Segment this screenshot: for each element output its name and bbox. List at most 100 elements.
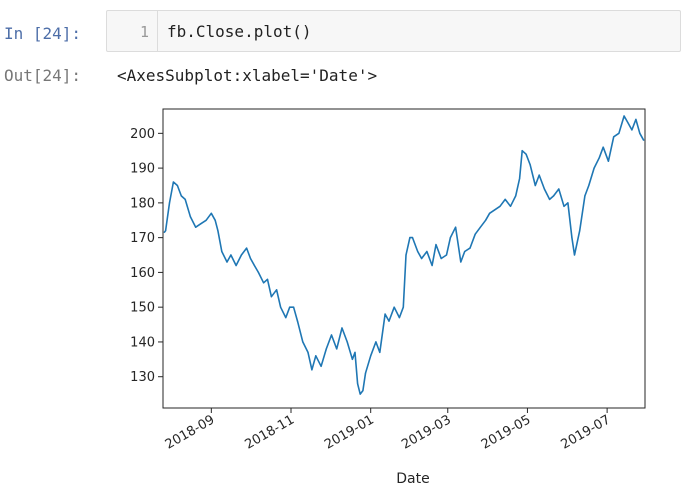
- data-point: [398, 317, 400, 319]
- y-tick-label: 170: [130, 231, 155, 246]
- data-point: [214, 219, 216, 221]
- data-point: [571, 237, 573, 239]
- data-point: [325, 348, 327, 350]
- data-point: [320, 365, 322, 367]
- x-tick-label: 2019-05: [479, 412, 534, 452]
- data-point: [285, 317, 287, 319]
- data-point: [307, 351, 309, 353]
- code-cell-input[interactable]: 1 fb.Close.plot(): [106, 10, 681, 52]
- close-price-line: [163, 115, 645, 395]
- data-point: [388, 320, 390, 322]
- data-point: [631, 129, 633, 131]
- data-point: [235, 264, 237, 267]
- data-point: [534, 184, 536, 187]
- data-point: [538, 174, 540, 176]
- data-point: [302, 341, 304, 343]
- data-point: [341, 327, 343, 329]
- y-tick-label: 150: [130, 301, 155, 316]
- data-point: [375, 341, 377, 343]
- data-point: [226, 261, 228, 263]
- data-point: [464, 250, 466, 253]
- data-point: [529, 164, 531, 166]
- data-point: [474, 233, 476, 235]
- data-point: [257, 271, 259, 273]
- data-point: [584, 195, 586, 197]
- y-tick-label: 130: [130, 370, 155, 385]
- data-point: [409, 237, 411, 239]
- y-tick-label: 200: [130, 127, 155, 142]
- data-point: [479, 226, 481, 228]
- x-axis: 2018-09 2018-11 2019-01 2019-03 2019-05 2019-…: [163, 408, 613, 453]
- data-point: [460, 261, 462, 263]
- output-text: <AxesSubplot:xlabel='Date'>: [117, 66, 378, 85]
- data-point: [421, 257, 423, 260]
- data-point: [525, 153, 527, 155]
- data-point: [189, 216, 191, 218]
- data-point: [627, 122, 629, 124]
- data-point: [417, 250, 419, 253]
- data-point: [563, 205, 565, 207]
- data-point: [393, 306, 395, 308]
- data-point: [289, 306, 291, 308]
- data-point: [509, 205, 512, 207]
- data-point: [362, 390, 364, 392]
- data-point: [469, 247, 471, 249]
- data-point: [195, 226, 197, 228]
- data-point: [200, 223, 202, 225]
- data-point: [221, 250, 223, 253]
- code-text[interactable]: fb.Close.plot(): [167, 22, 312, 41]
- data-point: [205, 219, 207, 221]
- data-point: [336, 348, 338, 350]
- data-point: [276, 289, 278, 291]
- data-point: [499, 205, 501, 207]
- data-point: [351, 358, 353, 360]
- line-number: 1: [139, 23, 149, 41]
- x-axis-label: Date: [396, 471, 429, 487]
- data-point: [549, 198, 551, 200]
- data-point: [370, 355, 372, 357]
- data-point: [607, 160, 610, 162]
- data-point: [593, 167, 595, 169]
- data-point: [180, 195, 182, 197]
- input-prompt: In [24]:: [4, 24, 82, 43]
- data-point: [249, 257, 252, 260]
- data-point: [184, 198, 186, 200]
- data-point: [485, 219, 487, 221]
- output-prompt: Out[24]:: [4, 66, 82, 85]
- x-tick-label: 2019-01: [322, 412, 377, 452]
- data-point: [330, 334, 333, 336]
- data-point: [405, 254, 407, 256]
- data-point: [176, 184, 178, 187]
- x-tick-label: 2019-07: [559, 412, 614, 452]
- data-point: [521, 150, 523, 152]
- data-point: [364, 372, 367, 374]
- data-point: [543, 188, 546, 190]
- data-point: [449, 237, 451, 239]
- data-point: [346, 341, 348, 343]
- data-point: [163, 231, 165, 233]
- data-point: [643, 139, 645, 141]
- data-point: [217, 230, 219, 232]
- data-point: [494, 209, 496, 211]
- data-point: [253, 264, 255, 267]
- data-point: [263, 282, 265, 284]
- data-point: [440, 257, 442, 260]
- data-point: [519, 177, 521, 180]
- data-point: [515, 195, 517, 197]
- data-point: [588, 184, 590, 187]
- data-point: [623, 115, 625, 117]
- y-tick-label: 160: [130, 266, 155, 281]
- data-point: [553, 195, 555, 197]
- data-point: [504, 198, 506, 200]
- data-point: [598, 157, 600, 159]
- data-point: [639, 132, 641, 134]
- data-point: [489, 212, 491, 214]
- y-tick-label: 140: [130, 335, 155, 350]
- data-point: [379, 351, 381, 353]
- data-point: [246, 247, 248, 249]
- y-tick-label: 190: [130, 162, 155, 177]
- line-number-gutter: 1: [107, 11, 158, 51]
- data-point: [354, 351, 356, 353]
- y-tick-label: 180: [130, 196, 155, 211]
